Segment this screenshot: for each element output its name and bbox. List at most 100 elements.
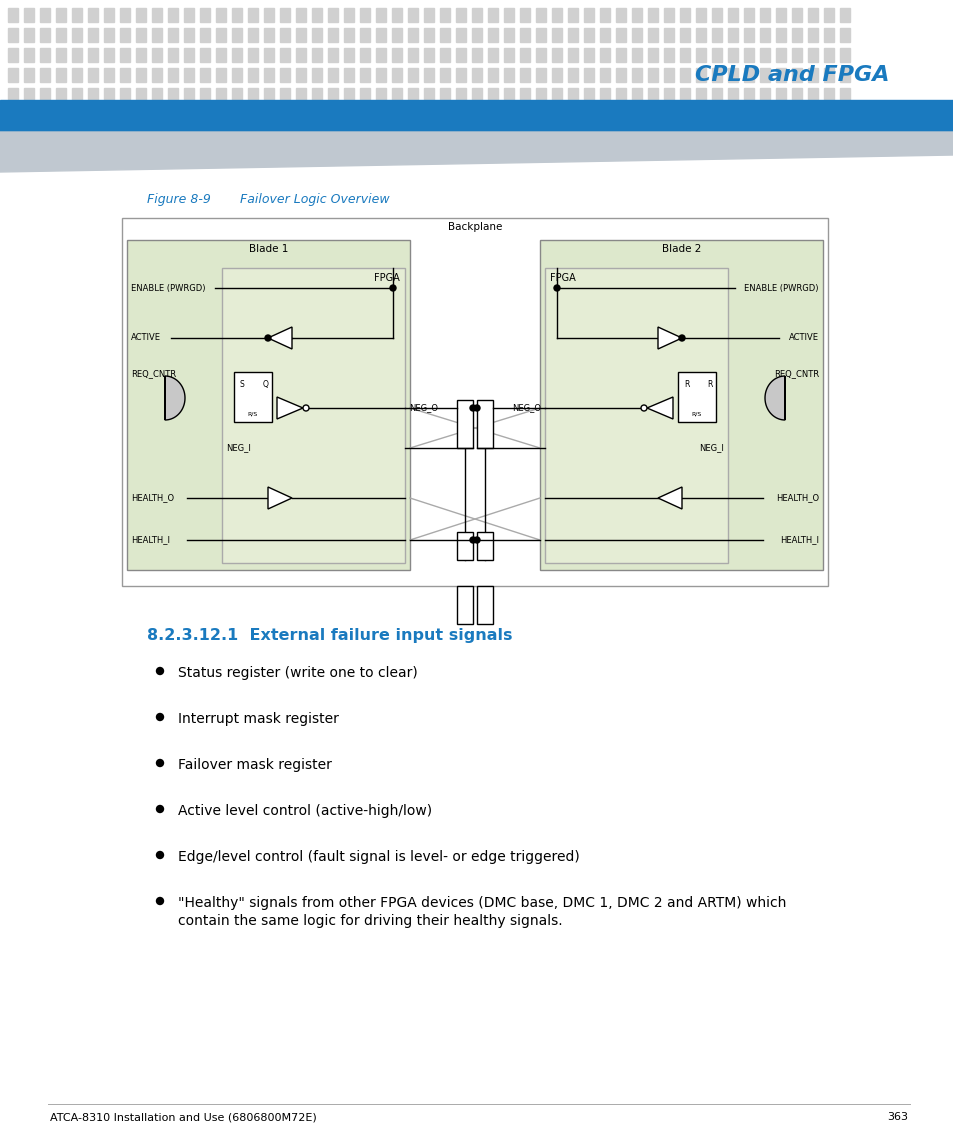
Bar [8, 27, 18, 42]
Polygon shape [268, 327, 292, 349]
Bar [295, 27, 306, 42]
Bar [215, 8, 226, 22]
Bar [727, 68, 738, 82]
Bar [503, 108, 514, 123]
Bar [88, 48, 98, 62]
Polygon shape [764, 376, 784, 420]
Bar [375, 48, 386, 62]
Bar [488, 48, 497, 62]
Bar [104, 48, 113, 62]
Bar [488, 68, 497, 82]
Bar [264, 27, 274, 42]
Bar [328, 8, 337, 22]
Bar [184, 108, 193, 123]
Bar [807, 68, 817, 82]
Polygon shape [646, 397, 672, 419]
Bar [344, 27, 354, 42]
Bar [344, 8, 354, 22]
Bar [56, 48, 66, 62]
Bar [232, 88, 242, 102]
Bar [104, 88, 113, 102]
Bar [775, 48, 785, 62]
Bar [679, 48, 689, 62]
Bar [200, 27, 210, 42]
Bar [476, 532, 493, 560]
Bar [312, 27, 322, 42]
Circle shape [679, 335, 684, 341]
Bar [408, 108, 417, 123]
Bar [727, 88, 738, 102]
Bar [295, 88, 306, 102]
Bar [56, 68, 66, 82]
Bar [328, 48, 337, 62]
Text: NEG_I: NEG_I [699, 443, 723, 452]
Bar [439, 88, 450, 102]
Bar [807, 88, 817, 102]
Bar [312, 8, 322, 22]
Bar [122, 218, 827, 586]
Bar [743, 8, 753, 22]
Text: Failover Logic Overview: Failover Logic Overview [240, 194, 389, 206]
Bar [647, 108, 658, 123]
Bar [840, 108, 849, 123]
Circle shape [474, 537, 479, 543]
Bar [616, 27, 625, 42]
Bar [120, 27, 130, 42]
Bar [88, 68, 98, 82]
Bar [359, 68, 370, 82]
Bar [88, 8, 98, 22]
Polygon shape [268, 487, 292, 510]
Bar [552, 27, 561, 42]
Bar [168, 48, 178, 62]
Bar [392, 27, 401, 42]
Bar [152, 68, 162, 82]
Circle shape [156, 898, 163, 905]
Bar [760, 88, 769, 102]
Bar [631, 48, 641, 62]
Bar [476, 586, 493, 624]
Bar [599, 88, 609, 102]
Bar [791, 108, 801, 123]
Bar [456, 8, 465, 22]
Bar [0, 100, 953, 132]
Bar [823, 48, 833, 62]
Bar [423, 48, 434, 62]
Bar [200, 8, 210, 22]
Bar [264, 108, 274, 123]
Bar [328, 108, 337, 123]
Bar [312, 68, 322, 82]
Bar [567, 27, 578, 42]
Bar [679, 27, 689, 42]
Bar [807, 48, 817, 62]
Bar [503, 48, 514, 62]
Bar [476, 400, 493, 448]
Circle shape [474, 405, 479, 411]
Bar [616, 68, 625, 82]
Bar [71, 27, 82, 42]
Bar [312, 48, 322, 62]
Bar [823, 108, 833, 123]
Bar [696, 8, 705, 22]
Bar [696, 68, 705, 82]
Bar [359, 48, 370, 62]
Text: ENABLE (PWRGD): ENABLE (PWRGD) [131, 284, 205, 292]
Bar [631, 27, 641, 42]
Text: "Healthy" signals from other FPGA devices (DMC base, DMC 1, DMC 2 and ARTM) whic: "Healthy" signals from other FPGA device… [178, 897, 785, 910]
Bar [392, 108, 401, 123]
Bar [344, 88, 354, 102]
Bar [375, 88, 386, 102]
Bar [727, 48, 738, 62]
Bar [127, 240, 410, 570]
Text: NEG_O: NEG_O [409, 403, 437, 412]
Bar [56, 88, 66, 102]
Bar [104, 68, 113, 82]
Bar [439, 48, 450, 62]
Text: ACTIVE: ACTIVE [788, 333, 818, 342]
Bar [280, 108, 290, 123]
Bar [232, 108, 242, 123]
Bar [472, 88, 481, 102]
Bar [727, 8, 738, 22]
Bar [840, 48, 849, 62]
Bar [663, 88, 673, 102]
Bar [233, 372, 272, 423]
